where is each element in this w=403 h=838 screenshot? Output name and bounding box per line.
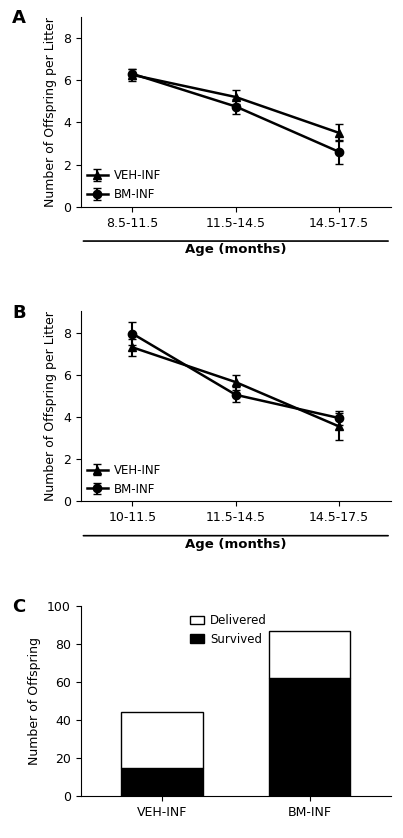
X-axis label: Age (months): Age (months) <box>185 538 287 551</box>
Bar <box>269 678 350 796</box>
Text: B: B <box>12 304 26 322</box>
X-axis label: Age (months): Age (months) <box>185 244 287 256</box>
Legend: VEH-INF, BM-INF: VEH-INF, BM-INF <box>87 169 161 201</box>
Y-axis label: Number of Offspring per Litter: Number of Offspring per Litter <box>44 17 57 207</box>
Legend: VEH-INF, BM-INF: VEH-INF, BM-INF <box>87 463 161 495</box>
Text: *: * <box>304 656 316 676</box>
Legend: Delivered, Survived: Delivered, Survived <box>190 613 267 646</box>
Text: A: A <box>12 9 26 27</box>
Bar <box>269 631 350 678</box>
Bar <box>121 712 202 768</box>
Bar <box>121 768 202 796</box>
Text: C: C <box>12 598 25 617</box>
Y-axis label: Number of Offspring per Litter: Number of Offspring per Litter <box>44 312 57 501</box>
Y-axis label: Number of Offspring: Number of Offspring <box>29 637 42 765</box>
